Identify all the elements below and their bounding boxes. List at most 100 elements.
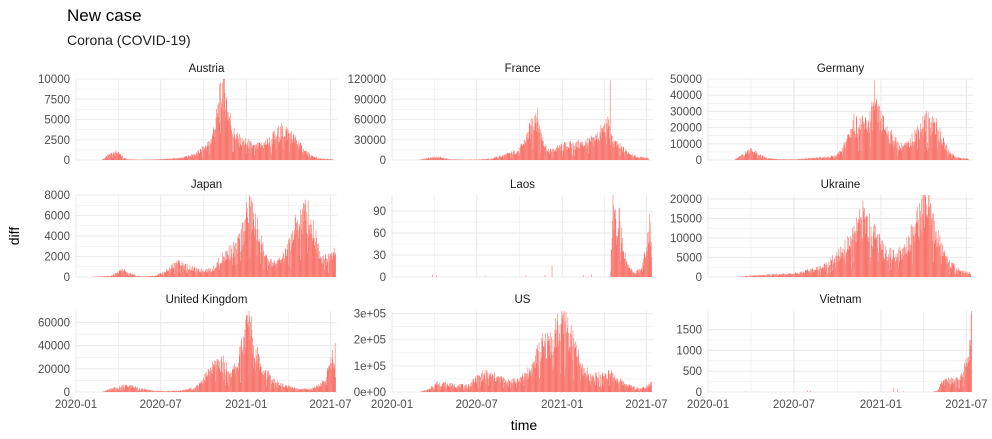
bar [329, 159, 331, 160]
bar [540, 129, 542, 160]
bar [761, 156, 762, 160]
bar [943, 137, 945, 160]
bar [534, 123, 536, 160]
bar [635, 155, 636, 160]
bar [305, 388, 307, 392]
bar [651, 256, 652, 277]
bar [143, 276, 145, 277]
bar [322, 381, 323, 392]
bar [213, 129, 215, 160]
bar [439, 386, 441, 392]
bar [798, 274, 800, 277]
bar [426, 158, 427, 160]
bar [819, 266, 821, 277]
bar [774, 275, 775, 277]
bar [599, 131, 601, 160]
bar [927, 142, 928, 160]
bar [144, 276, 145, 277]
bar [159, 159, 161, 160]
bar [539, 378, 540, 392]
bar [551, 157, 553, 160]
x-tick-label: 2020-07 [773, 399, 815, 411]
bar [162, 159, 164, 160]
bar [292, 239, 294, 277]
bar [945, 378, 947, 392]
bar [323, 381, 324, 392]
bar [828, 262, 830, 277]
bar [321, 257, 322, 277]
bar [590, 137, 592, 160]
bar [284, 258, 285, 277]
bar [637, 157, 639, 160]
bar [175, 157, 177, 160]
bar [203, 272, 205, 277]
bar [943, 381, 945, 392]
bar [189, 155, 191, 160]
bar [895, 253, 897, 277]
bar [109, 388, 110, 392]
bar [299, 146, 300, 160]
bar [312, 388, 314, 392]
bar [297, 391, 298, 392]
bar [941, 144, 943, 160]
bar [285, 385, 286, 392]
bar [823, 156, 825, 160]
bar [753, 154, 755, 160]
bar [922, 116, 924, 160]
bar [877, 104, 879, 160]
bar [615, 380, 616, 392]
bar [486, 159, 487, 160]
bar [533, 363, 535, 392]
bar [611, 135, 613, 160]
bar [524, 379, 526, 392]
bar [219, 270, 221, 277]
bar [885, 132, 887, 160]
bar [293, 133, 295, 160]
bar [474, 376, 476, 392]
bar [966, 364, 968, 392]
bar [949, 383, 951, 392]
bar [292, 134, 294, 160]
bar [608, 370, 609, 392]
bar [247, 223, 249, 277]
bar [431, 386, 432, 392]
bar [235, 140, 236, 160]
bar [619, 221, 621, 277]
facet-label: US [515, 294, 531, 306]
bar [150, 390, 152, 392]
bar [322, 158, 323, 160]
bar [871, 244, 872, 277]
bar [244, 329, 246, 392]
bar [883, 258, 885, 277]
bar [132, 274, 134, 277]
bar [626, 386, 627, 392]
x-tick-label: 2020-07 [456, 399, 498, 411]
bar [235, 242, 237, 277]
bar [315, 157, 316, 160]
bar [120, 154, 121, 160]
bar [217, 359, 218, 392]
bar [423, 158, 425, 160]
bar [121, 156, 122, 160]
bar [441, 386, 443, 392]
bar [887, 261, 889, 277]
bar [301, 145, 302, 160]
bar [598, 137, 599, 160]
bar [259, 238, 261, 277]
bar [188, 389, 189, 392]
bar [613, 377, 614, 392]
bar [940, 255, 942, 277]
bar [305, 388, 306, 392]
bar [127, 272, 129, 277]
bar [841, 256, 842, 277]
bar [639, 391, 641, 392]
bar [209, 270, 211, 277]
bar [864, 129, 866, 160]
bar [544, 147, 546, 160]
bar [194, 267, 195, 277]
bar [917, 219, 919, 277]
bar [617, 145, 618, 160]
bar [483, 373, 485, 392]
bar [480, 377, 482, 392]
bar [765, 275, 766, 277]
